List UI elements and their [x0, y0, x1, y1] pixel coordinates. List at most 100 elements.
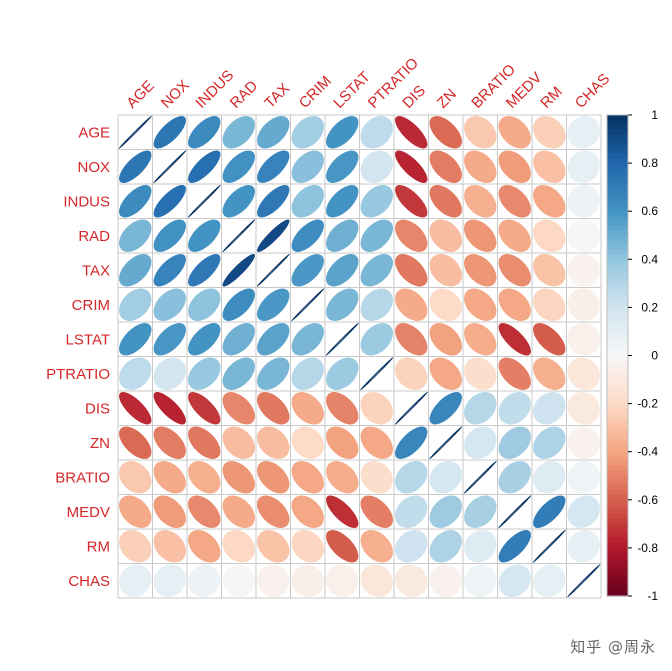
column-label-chas: CHAS [572, 70, 613, 111]
corr-ellipse-age-ptratio [360, 116, 393, 149]
colorbar-segment [607, 442, 628, 448]
corr-ellipse-rm-medv [498, 530, 531, 563]
corr-ellipse-age-lstat [326, 116, 359, 149]
colorbar-segment [607, 571, 628, 578]
colorbar-segment [607, 249, 628, 256]
corr-ellipse-lstat-rad [222, 323, 255, 356]
row-label-zn: ZN [90, 435, 110, 452]
colorbar-segment [607, 129, 628, 135]
corr-ellipse-indus-chas [567, 185, 600, 218]
corr-ellipse-age-nox [153, 116, 186, 149]
corr-ellipse-zn-medv [498, 426, 531, 459]
colorbar-segment [607, 413, 628, 419]
colorbar-segment [607, 355, 628, 361]
column-label-dis: DIS [399, 82, 429, 112]
colorbar-segment [607, 119, 628, 126]
colorbar-segment [607, 264, 628, 270]
corr-ellipse-tax-lstat [326, 254, 359, 287]
colorbar-segment [607, 456, 628, 462]
color-legend: 1 0.8 0.6 0.4 0.2 0 -0.2 -0.4 -0.6 -0.8 -1 [606, 108, 658, 603]
colorbar-tick-label: 0.8 [641, 156, 658, 170]
corr-ellipse-ptratio-ptratio [360, 357, 394, 391]
corr-ellipse-tax-crim [291, 254, 324, 287]
corr-ellipse-crim-age [119, 288, 152, 321]
colorbar-segment [607, 393, 628, 400]
corr-ellipse-bratio-age [119, 461, 152, 494]
colorbar-segment [607, 268, 628, 275]
colorbar-segment [607, 220, 628, 227]
corr-ellipse-zn-chas [567, 426, 600, 459]
row-label-rad: RAD [78, 228, 110, 245]
colorbar-segment [607, 523, 628, 530]
colorbar-tick-label: 0 [651, 349, 658, 363]
corr-ellipse-indus-rad [222, 185, 255, 218]
colorbar-segment [607, 422, 628, 429]
colorbar-segment [607, 514, 628, 520]
corr-ellipse-ptratio-medv [498, 357, 531, 390]
corr-ellipse-age-crim [291, 116, 324, 149]
colorbar-segment [607, 446, 628, 453]
corr-ellipse-crim-medv [498, 288, 531, 321]
corr-ellipse-indus-tax [257, 185, 290, 218]
corr-ellipse-age-bratio [464, 116, 497, 149]
colorbar-segment [607, 177, 628, 183]
colorbar-segment [607, 216, 628, 222]
row-label-ptratio: PTRATIO [46, 366, 110, 383]
corr-ellipse-bratio-chas [567, 461, 600, 494]
corr-ellipse-crim-rad [222, 288, 255, 321]
corr-ellipse-crim-nox [153, 288, 186, 321]
corr-ellipse-chas-zn [429, 564, 462, 597]
corr-ellipse-lstat-rm [533, 323, 566, 356]
colorbar-segment [607, 288, 628, 294]
corr-ellipse-tax-nox [153, 254, 186, 287]
colorbar-segment [607, 403, 628, 410]
corr-ellipse-indus-rm [533, 185, 566, 218]
corr-ellipse-bratio-crim [291, 461, 324, 494]
corr-ellipse-bratio-indus [188, 461, 221, 494]
colorbar-segment [607, 576, 628, 583]
colorbar-tick-label: 1 [651, 108, 658, 122]
colorbar-segment [607, 182, 628, 188]
colorbar-segment [607, 317, 628, 323]
colorbar-segment [607, 562, 628, 568]
corr-ellipse-age-zn [429, 116, 462, 149]
corr-ellipse-nox-age [119, 150, 152, 183]
corr-ellipse-tax-chas [567, 254, 600, 287]
corr-ellipse-nox-bratio [464, 150, 497, 183]
colorbar-segment [607, 235, 628, 241]
colorbar-segment [607, 187, 628, 193]
column-label-indus: INDUS [192, 67, 237, 112]
corr-ellipse-rad-lstat [326, 219, 359, 252]
corr-ellipse-indus-zn [429, 185, 462, 218]
colorbar-segment [607, 336, 628, 342]
corr-ellipse-age-age [118, 115, 152, 149]
corr-ellipse-dis-tax [257, 392, 290, 425]
colorbar-segment [607, 533, 628, 539]
corr-ellipse-tax-rad [222, 254, 255, 287]
corr-ellipse-rm-lstat [326, 530, 359, 563]
corr-ellipse-nox-rad [222, 150, 255, 183]
corr-ellipse-medv-tax [257, 495, 290, 528]
colorbar-segment [607, 191, 628, 198]
colorbar-segment [607, 225, 628, 232]
colorbar-segment [607, 134, 628, 140]
colorbar-segment [607, 557, 628, 563]
colorbar-tick-label: -0.6 [637, 493, 658, 507]
corr-ellipse-crim-chas [567, 288, 600, 321]
corr-ellipse-medv-rm [533, 495, 566, 528]
corr-ellipse-chas-rad [222, 564, 255, 597]
colorbar-tick-label: 0.4 [641, 252, 658, 266]
colorbar-segment [607, 499, 628, 506]
colorbar-segment [607, 494, 628, 501]
corr-ellipse-lstat-indus [188, 323, 221, 356]
colorbar-segment [607, 547, 628, 554]
colorbar-segment [607, 283, 628, 289]
colorbar-segment [607, 408, 628, 414]
colorbar-segment [607, 466, 628, 472]
column-label-tax: TAX [261, 80, 293, 112]
corr-ellipse-bratio-nox [153, 461, 186, 494]
corr-ellipse-crim-indus [188, 288, 221, 321]
colorbar-segment [607, 331, 628, 337]
corr-ellipse-indus-indus [187, 184, 221, 218]
